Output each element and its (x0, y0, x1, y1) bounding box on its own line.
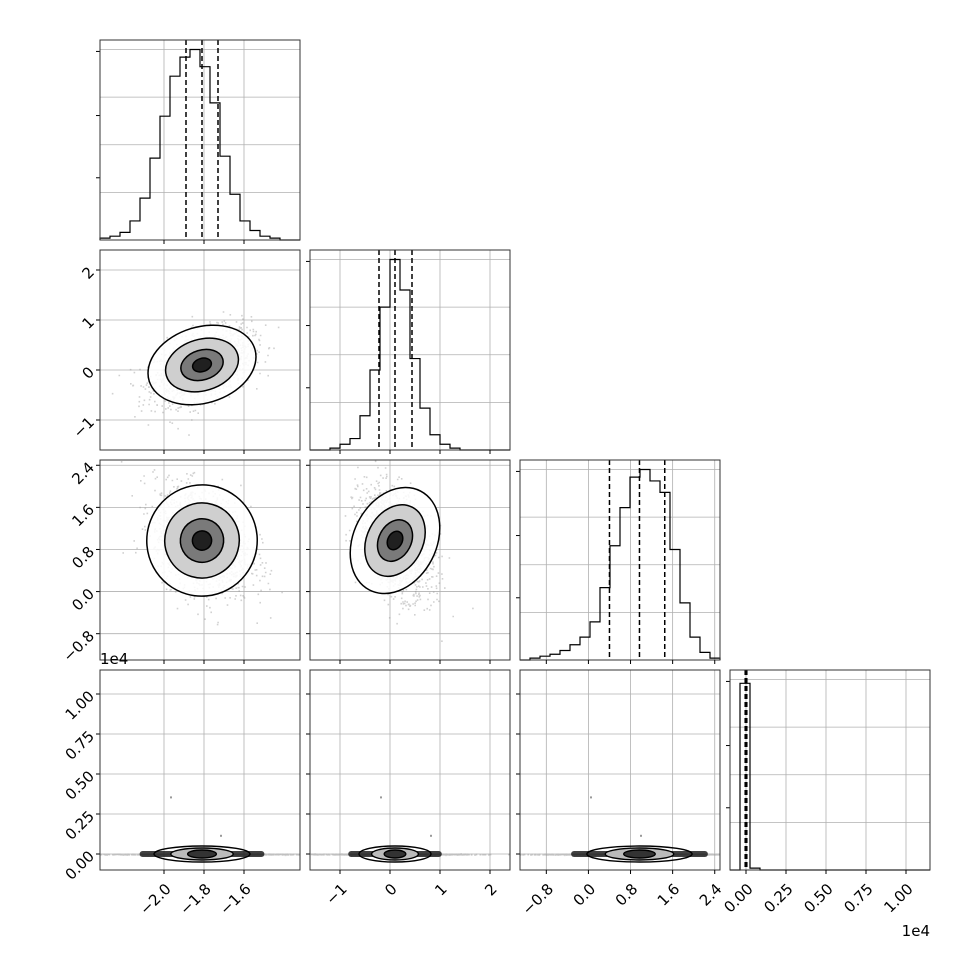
y-tick-label: 0.00 (62, 847, 98, 883)
outlier-point-2 (430, 834, 432, 837)
panel-border (309, 669, 511, 871)
y-tick-label: 0 (79, 363, 98, 382)
y-tick-label: 1.00 (62, 687, 98, 723)
y-tick-label: −0.8 (60, 627, 98, 665)
contour-inner (186, 849, 218, 859)
panel-r3-c2 (516, 669, 721, 871)
contour-inner (622, 849, 656, 859)
contour-level-3 (386, 530, 404, 551)
y-tick-label: 2 (79, 263, 98, 282)
y-exponent-label: 1e4 (100, 650, 128, 668)
y-tick-label: 0.25 (62, 807, 98, 843)
panel-r0-c0 (96, 39, 301, 241)
y-tick-label: 0.50 (62, 767, 98, 803)
panel-content (520, 796, 720, 863)
x-tick-label: 1 (431, 880, 450, 899)
x-tick-label: 1.6 (654, 880, 684, 910)
x-tick-label: 1.00 (880, 880, 916, 916)
x-tick-label: −1.8 (176, 880, 214, 918)
y-tick-label: 0.75 (62, 727, 98, 763)
outlier-point-0 (170, 796, 172, 799)
panel-content (310, 796, 510, 863)
contour-outer (153, 845, 251, 863)
panel-r3-c0 (96, 669, 301, 871)
outlier-point-0 (590, 796, 592, 799)
histogram-2 (520, 468, 721, 661)
panel-r3-c3 (726, 669, 931, 871)
panel-content (344, 460, 474, 642)
x-tick-label: 0.0 (570, 880, 600, 910)
histogram-0 (99, 48, 300, 241)
panel-r2-c2 (516, 459, 721, 661)
contour-inner (383, 849, 407, 859)
x-tick-label: 0.50 (800, 880, 836, 916)
panel-border (99, 459, 301, 661)
contour-outer (358, 845, 432, 863)
x-exponent-label: 1e4 (902, 922, 930, 940)
y-tick-label: 0.8 (68, 543, 98, 573)
panel-content (100, 796, 300, 863)
contour-outer (586, 845, 693, 863)
outlier-point-2 (220, 834, 222, 837)
outlier-point-2 (640, 834, 642, 837)
panel-r3-c1 (306, 669, 511, 871)
x-tick-label: 0.00 (720, 880, 756, 916)
y-tick-label: 2.4 (68, 459, 98, 489)
x-tick-label: 0.75 (840, 880, 876, 916)
panel-border (519, 459, 721, 661)
y-tick-label: −1 (70, 413, 98, 441)
histogram-1 (310, 258, 510, 451)
panel-content (120, 461, 283, 626)
panel-border (519, 669, 721, 871)
histogram-3 (730, 682, 930, 871)
panel-border (309, 249, 511, 451)
panel-border (99, 669, 301, 871)
x-tick-label: −1 (322, 880, 350, 908)
panel-r1-c0 (96, 249, 301, 451)
panel-border (729, 669, 931, 871)
x-tick-label: 0.8 (612, 880, 642, 910)
y-tick-label: 1 (79, 313, 98, 332)
contour-level-3 (191, 530, 213, 551)
panel-border (99, 249, 301, 451)
contour-level-3 (191, 357, 213, 373)
x-tick-label: 2 (481, 880, 500, 899)
panel-r2-c0 (96, 459, 301, 661)
x-tick-label: −1.6 (216, 880, 254, 918)
x-tick-label: −0.8 (519, 880, 557, 918)
y-tick-label: 0.0 (68, 585, 98, 615)
panel-r1-c1 (306, 249, 511, 451)
panel-border (309, 459, 511, 661)
x-tick-label: 0 (381, 880, 400, 899)
x-tick-label: −2.0 (136, 880, 174, 918)
x-tick-label: 0.25 (760, 880, 796, 916)
outlier-point-0 (380, 796, 382, 799)
panel-border (99, 39, 301, 241)
panel-r2-c1 (306, 459, 511, 661)
panel-content (111, 311, 280, 436)
y-tick-label: 1.6 (68, 501, 98, 531)
